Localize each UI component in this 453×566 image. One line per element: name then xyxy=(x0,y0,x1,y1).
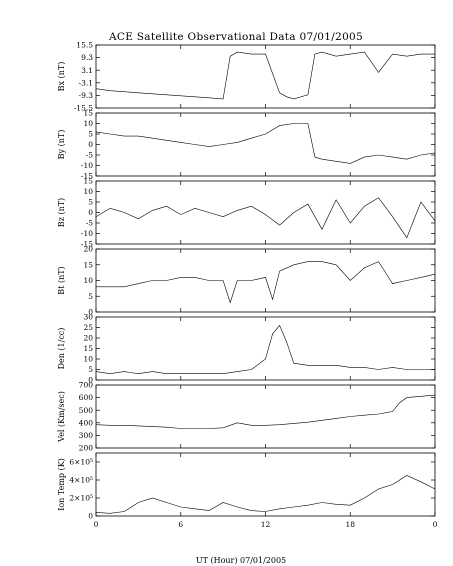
panel-1-ytick-label: 15.5 xyxy=(76,41,93,50)
x-tick-label: 0 xyxy=(94,520,99,529)
panel-4-ylabel: Bt (nT) xyxy=(57,266,66,294)
panels-group: 15.59.33.1-3.1-9.3-15.5Bx (nT)151050-5-1… xyxy=(57,41,438,529)
panel-6-ytick-label: 400 xyxy=(79,418,94,427)
panel-4-ytick-label: 15 xyxy=(83,260,93,269)
panel-5-ytick-label: 0 xyxy=(88,376,93,385)
panel-7-ytick-label: 6×10⁵ xyxy=(69,458,93,467)
panel-5-ytick-label: 10 xyxy=(83,355,93,364)
panel-1-series-line xyxy=(95,51,435,100)
x-tick-label: 18 xyxy=(345,520,355,529)
panel-7-ytick-label: 0 xyxy=(88,512,93,521)
panel-6-ytick-label: 600 xyxy=(79,393,94,402)
panel-6-ylabel: Vel (Km/sec) xyxy=(57,391,66,443)
panel-5-series-line xyxy=(95,324,435,375)
panel-5-ytick-label: 5 xyxy=(88,365,93,374)
panel-4-ytick-label: 10 xyxy=(83,276,93,285)
panel-3-ytick-label: -15 xyxy=(81,240,93,249)
panel-5-ylabel: Den (1/cc) xyxy=(57,328,66,370)
panel-4-series-line xyxy=(96,261,436,304)
panel-6-ytick-label: 200 xyxy=(79,444,94,453)
panel-2-ylabel: By (nT) xyxy=(57,130,66,160)
panel-3-series-line xyxy=(95,197,436,239)
panel-3-frame xyxy=(95,180,436,245)
panel-1-ytick-label: -3.1 xyxy=(79,78,93,87)
panel-2-series-line xyxy=(95,123,436,164)
x-tick-label: 0 xyxy=(433,520,438,529)
panel-7-ytick-label: 4×10⁵ xyxy=(69,476,93,485)
panel-7-ytick-label: 2×10⁵ xyxy=(69,494,93,503)
panel-7-ylabel: Ion Temp (K) xyxy=(57,458,66,511)
panel-6-ytick-label: 500 xyxy=(79,406,94,415)
chart-title: ACE Satellite Observational Data 07/01/2… xyxy=(108,31,363,43)
x-tick-label: 6 xyxy=(178,520,183,529)
panel-3-ytick-label: 0 xyxy=(88,208,93,217)
panel-5-ytick-label: 20 xyxy=(83,334,93,343)
panel-4-ytick-label: 20 xyxy=(83,245,93,254)
panel-2-ytick-label: 0 xyxy=(88,140,93,149)
panel-2-ytick-label: 10 xyxy=(83,119,93,128)
panel-1-ytick-label: 3.1 xyxy=(81,66,93,75)
panel-5-ytick-label: 25 xyxy=(83,323,93,332)
x-axis-label: UT (Hour) 07/01/2005 xyxy=(196,556,286,565)
panel-4-ytick-label: 0 xyxy=(88,308,93,317)
panel-3-ytick-label: 15 xyxy=(83,177,93,186)
panel-2-ytick-label: -15 xyxy=(81,172,93,181)
x-tick-label: 12 xyxy=(261,520,271,529)
panel-1-ytick-label: -9.3 xyxy=(79,91,94,100)
panel-1-ytick-label: -15.5 xyxy=(74,104,93,113)
panel-6-ytick-label: 700 xyxy=(79,381,94,390)
panel-6-frame xyxy=(95,384,436,449)
panel-1-ylabel: Bx (nT) xyxy=(57,62,66,92)
panel-3-ytick-label: 10 xyxy=(83,187,93,196)
panel-5-ytick-label: 30 xyxy=(83,313,93,322)
panel-7-series-line xyxy=(95,475,436,514)
panel-2-ytick-label: 15 xyxy=(83,109,93,118)
panel-5-frame xyxy=(95,316,436,381)
panel-3-ylabel: Bz (nT) xyxy=(57,198,66,227)
panel-6-series-line xyxy=(95,394,436,429)
panel-1-ytick-label: 9.3 xyxy=(81,53,93,62)
panel-6-ytick-label: 300 xyxy=(79,431,94,440)
panel-4-ytick-label: 5 xyxy=(88,292,93,301)
panel-2-ytick-label: -5 xyxy=(86,151,94,160)
panel-2-ytick-label: 5 xyxy=(88,130,93,139)
panel-2-frame xyxy=(95,112,436,177)
panel-4-frame xyxy=(95,248,436,313)
panel-7-frame xyxy=(95,452,436,517)
panel-3-ytick-label: 5 xyxy=(88,198,93,207)
panel-5-ytick-label: 15 xyxy=(83,344,93,353)
panel-2-ytick-label: -10 xyxy=(81,161,93,170)
panel-3-ytick-label: -5 xyxy=(86,219,94,228)
panel-3-ytick-label: -10 xyxy=(81,229,93,238)
